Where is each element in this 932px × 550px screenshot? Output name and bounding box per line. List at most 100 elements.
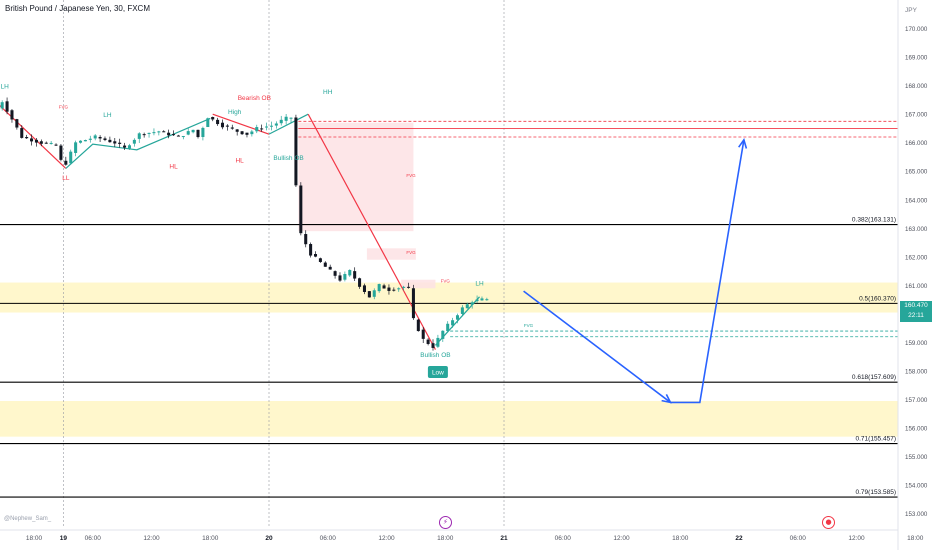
structure-label: FVG [524, 323, 534, 328]
current-price-value: 160.470 [904, 302, 928, 309]
fib-label-0.79: 0.79(153.585) [856, 489, 896, 496]
time-tick: 06:00 [555, 535, 572, 542]
candle-body [20, 128, 24, 138]
candle-body [338, 275, 342, 281]
candle-body [59, 145, 63, 160]
fib-zones [0, 282, 898, 437]
fvg-box [298, 122, 414, 232]
structure-label: Bullish OB [420, 352, 450, 359]
candle-body [372, 290, 376, 297]
projection-path [523, 139, 745, 404]
lightning-event-icon[interactable]: ⚡ [439, 516, 452, 529]
candle-body [451, 320, 455, 326]
candle-body [343, 274, 347, 280]
price-tick: 157.000 [905, 397, 928, 404]
candle-body [25, 136, 29, 139]
candle-body [309, 244, 313, 256]
candle-body [367, 291, 371, 298]
fib-label-0.71: 0.71(155.457) [856, 436, 896, 443]
structure-label: LL [62, 175, 70, 182]
price-tick: 156.000 [905, 426, 928, 433]
author-watermark: @Nephew_Sam_ [4, 516, 52, 522]
time-tick: 18:00 [672, 535, 689, 542]
price-tick: 153.000 [905, 511, 928, 518]
price-tick: 158.000 [905, 369, 928, 376]
structure-label: FVG [406, 173, 416, 178]
candle-body [377, 284, 381, 292]
candle-body [225, 125, 229, 127]
candle-body [441, 330, 445, 339]
structure-label: HL [169, 163, 178, 170]
time-tick: 12:00 [848, 535, 865, 542]
price-tick: 163.000 [905, 226, 928, 233]
candle-body [284, 116, 288, 121]
fib-zone [0, 400, 898, 437]
time-tick: 06:00 [790, 535, 807, 542]
candle-body [392, 289, 396, 291]
candle-body [455, 315, 460, 320]
price-tick: 168.000 [905, 83, 928, 90]
candle-body [69, 151, 73, 164]
candle-body [88, 138, 92, 140]
candle-body [30, 138, 34, 142]
candle-body [34, 139, 38, 143]
candle-body [250, 131, 254, 135]
candle-body [142, 134, 146, 136]
candle-body [157, 131, 161, 133]
candle-body [387, 287, 391, 291]
candle-body [220, 122, 225, 128]
candle-body [167, 132, 171, 136]
candle-body [362, 285, 366, 292]
candle-body [279, 119, 283, 124]
grid-separators [63, 0, 505, 528]
candle-body [162, 131, 166, 133]
candle-body [348, 270, 352, 276]
candle-body [103, 138, 107, 141]
candle-body [240, 131, 244, 135]
candle-body [260, 128, 264, 130]
structure-label: LH [475, 280, 484, 287]
candle-body [54, 144, 58, 146]
candle-body [211, 117, 215, 120]
candle-body [113, 141, 117, 144]
time-tick: 18:00 [437, 535, 454, 542]
candle-body [15, 119, 19, 128]
economic-event-icon[interactable]: ● [822, 516, 835, 529]
candle-body [294, 117, 298, 186]
candle-body [216, 119, 220, 125]
candle-body [74, 142, 78, 153]
time-tick: 19 [60, 535, 68, 542]
candle-body [5, 101, 9, 112]
symbol-title[interactable]: British Pound / Japanese Yen, 30, FXCM [5, 4, 150, 13]
current-price-tag: 160.470 22:11 [900, 301, 932, 322]
fvg-box [401, 279, 436, 289]
candles [0, 97, 489, 351]
candle-body [333, 271, 337, 276]
time-axis[interactable]: 18:00 19 06:00 12:00 18:00 20 06:00 12:00 18:00 2… [0, 529, 932, 542]
candle-body [402, 286, 406, 288]
candle-body [206, 118, 210, 128]
fvg-box [366, 248, 416, 260]
structure-label: Bearish OB [238, 95, 271, 102]
candle-body [93, 135, 97, 139]
structure-label: FVG [59, 104, 69, 109]
structure-label: HH [323, 89, 333, 96]
fib-label-0.618: 0.618(157.609) [852, 374, 896, 381]
candle-body [191, 129, 195, 133]
price-tick: 154.000 [905, 483, 928, 490]
candle-body [230, 127, 234, 129]
candle-body [265, 126, 269, 128]
price-tick: 162.000 [905, 254, 928, 261]
candle-body [421, 329, 425, 339]
candle-body [49, 142, 53, 144]
time-tick: 12:00 [613, 535, 630, 542]
projection-arrow[interactable] [523, 138, 748, 404]
time-tick: 18:00 [202, 535, 219, 542]
candle-body [431, 343, 435, 348]
candle-body [235, 129, 239, 132]
price-axis[interactable]: JPY 153.000 154.000 155.000 156.000 157.000 15… [897, 0, 928, 550]
price-tick: 161.000 [905, 283, 928, 290]
time-tick: 12:00 [378, 535, 395, 542]
level-lines: 0.382(163.131) 0.5(160.370) 0.618(157.609)… [0, 120, 898, 498]
